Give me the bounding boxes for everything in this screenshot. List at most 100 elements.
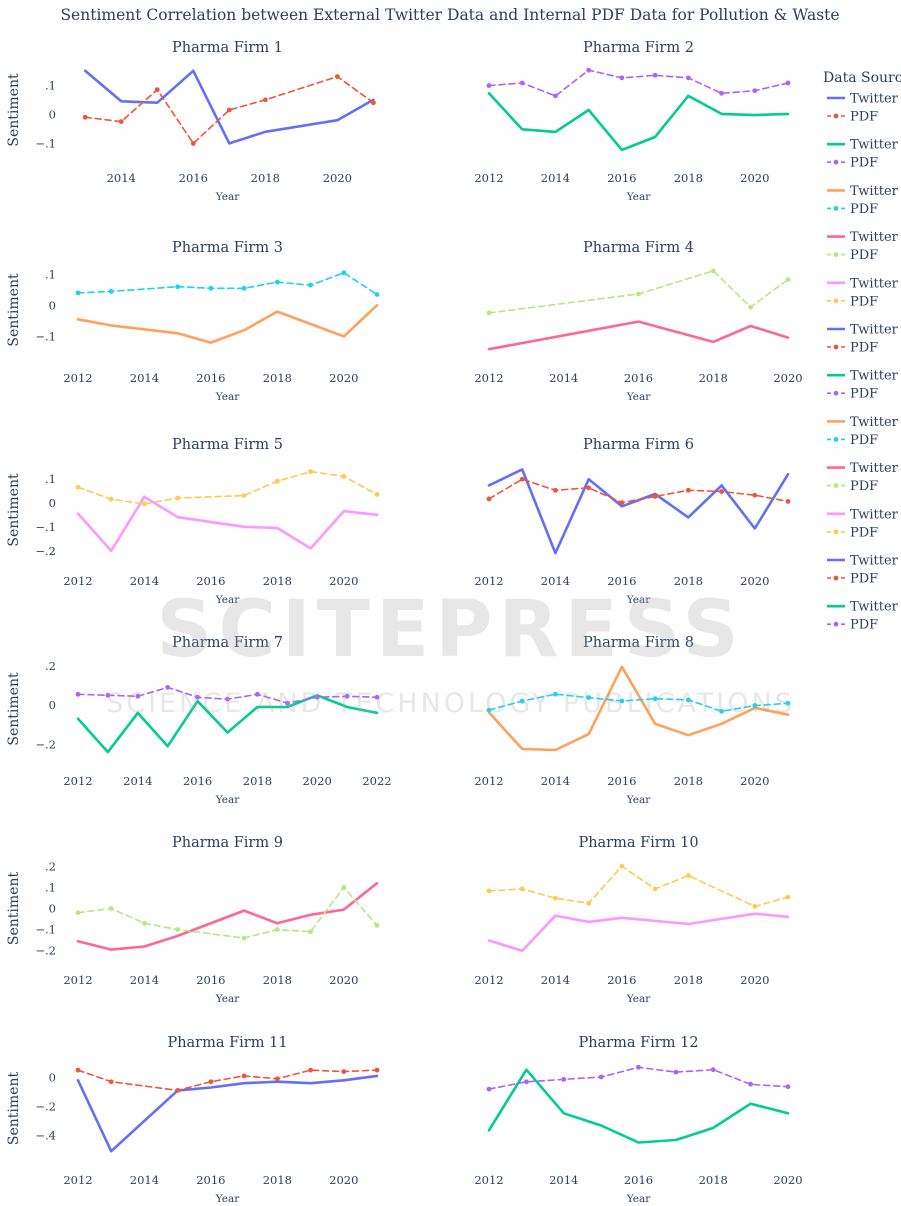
y-axis-label: Sentiment [6, 1072, 22, 1146]
subplot-8: Pharma Firm 8 Year 2012 2014 2016 2018 2020 [474, 635, 791, 806]
pdf-data-point [105, 692, 111, 698]
x-tick-label: 2018 [251, 171, 280, 185]
pdf-data-point [175, 1088, 181, 1093]
x-axis-label: Year [626, 191, 651, 203]
pdf-data-point [553, 691, 558, 697]
subplot-7: Pharma Firm 7 Year Sentiment 2012 2014 2016 20… [6, 635, 392, 806]
pdf-series-line [488, 865, 789, 908]
legend-twitter-label: Twitter [850, 92, 899, 107]
twitter-series-line [487, 320, 790, 351]
pdf-data-point [652, 494, 658, 499]
x-axis-label: Year [215, 993, 240, 1005]
pdf-data-point [586, 900, 592, 906]
pdf-data-point [519, 886, 525, 892]
pdf-data-point [598, 1074, 604, 1080]
y-tick-label: −.2 [35, 544, 56, 558]
x-tick-label: 2016 [607, 171, 636, 185]
pdf-data-point [374, 922, 380, 928]
pdf-data-point [553, 895, 558, 901]
x-axis-label: Year [215, 794, 240, 806]
legend-twitter-label: Twitter [850, 507, 899, 522]
pdf-data-point [785, 894, 791, 900]
x-tick-label: 2018 [699, 371, 728, 385]
x-tick-label: 2018 [263, 973, 292, 987]
legend-items: Twitter PDF Twitter PDF Twitter PDF Twitter PDF… [827, 92, 899, 633]
x-tick-label: 2014 [107, 171, 136, 185]
subplot-1: Pharma Firm 1 Year Sentiment 2014 2016 2018 20… [6, 40, 376, 203]
pdf-data-point [308, 282, 313, 288]
x-tick-label: 2016 [196, 973, 225, 987]
y-tick-label: −.1 [35, 329, 56, 343]
y-tick-label: −.1 [35, 520, 56, 534]
subplot-title: Pharma Firm 8 [583, 635, 694, 651]
y-tick-label: −.2 [35, 944, 56, 958]
x-tick-label: 2012 [474, 171, 503, 185]
x-tick-label: 2018 [699, 1173, 728, 1187]
pdf-data-point [523, 1079, 529, 1085]
x-axis-label: Year [215, 1193, 240, 1205]
x-tick-label: 2020 [740, 574, 769, 588]
pdf-data-point [274, 478, 280, 484]
pdf-series-line [488, 693, 789, 713]
x-tick-label: 2014 [130, 973, 159, 987]
twitter-series-line [487, 92, 790, 152]
legend-pdf-marker [833, 206, 839, 211]
legend-pdf-label: PDF [850, 202, 878, 217]
pdf-data-point [370, 100, 376, 106]
x-axis-label: Year [215, 191, 240, 203]
x-tick-label: 2020 [329, 973, 358, 987]
pdf-data-point [685, 873, 691, 878]
subplot-title: Pharma Firm 10 [578, 835, 698, 851]
x-tick-label: 2014 [130, 1173, 159, 1187]
y-tick-label: .1 [45, 267, 56, 281]
legend-twitter-label: Twitter [850, 461, 899, 476]
pdf-series-line [77, 470, 378, 505]
legend: Data Sourc Twitter PDF Twitter PDF Twitter PD… [823, 70, 901, 633]
x-tick-label: 2018 [263, 574, 292, 588]
pdf-data-point [752, 88, 758, 94]
legend-pdf-marker [833, 113, 839, 119]
x-tick-label: 2012 [474, 1173, 503, 1187]
x-tick-label: 2018 [674, 774, 703, 788]
subplot-12: Pharma Firm 12 Year 2012 2014 2016 2018 2020 [474, 1035, 802, 1205]
pdf-data-point [785, 1084, 791, 1090]
pdf-data-point [75, 1067, 81, 1073]
x-tick-label: 2016 [183, 774, 212, 788]
twitter-series-line [76, 693, 379, 754]
pdf-data-point [341, 474, 347, 479]
pdf-data-point [719, 90, 724, 96]
legend-pdf-label: PDF [850, 479, 878, 494]
pdf-series-line [84, 75, 375, 145]
x-tick-label: 2014 [130, 371, 159, 385]
pdf-data-point [165, 685, 171, 690]
x-tick-label: 2016 [196, 574, 225, 588]
pdf-data-point [142, 501, 147, 507]
legend-pdf-marker [833, 437, 839, 442]
y-tick-label: 0 [49, 1070, 56, 1084]
y-tick-label: 0 [49, 698, 56, 712]
legend-pdf-marker [833, 529, 839, 535]
pdf-data-point [344, 693, 350, 699]
pdf-data-point [308, 469, 313, 474]
twitter-series-line [487, 912, 790, 953]
y-axis-label: Sentiment [6, 273, 22, 347]
pdf-data-point [190, 140, 196, 146]
pdf-data-point [241, 493, 247, 498]
pdf-data-point [75, 691, 81, 697]
pdf-series-line [488, 478, 789, 504]
legend-pdf-label: PDF [850, 294, 878, 309]
legend-twitter-label: Twitter [850, 554, 899, 569]
x-tick-label: 2016 [196, 371, 225, 385]
pdf-data-point [561, 1077, 567, 1082]
pdf-data-point [154, 87, 160, 93]
subplot-title: Pharma Firm 5 [172, 437, 283, 453]
subplot-6: Pharma Firm 6 Year 2012 2014 2016 2018 2020 [474, 437, 791, 606]
pdf-data-point [586, 485, 592, 491]
x-tick-label: 2014 [541, 574, 570, 588]
pdf-data-point [785, 498, 791, 504]
pdf-data-point [225, 696, 230, 702]
legend-pdf-label: PDF [850, 110, 878, 125]
pdf-data-point [519, 476, 525, 482]
legend-pdf-label: PDF [850, 572, 878, 587]
